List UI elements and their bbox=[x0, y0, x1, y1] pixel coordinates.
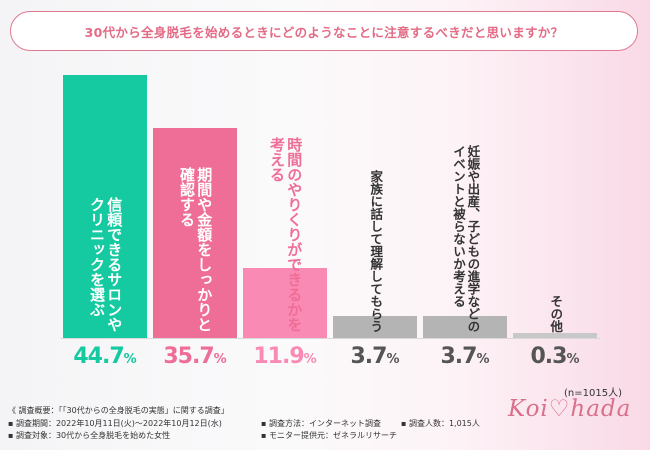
survey-overview: 《 調査概要：「「30代からの全身脱毛の実態」に関する調査」 bbox=[8, 406, 229, 415]
value-unit: % bbox=[386, 352, 400, 367]
chart-title: 30代から全身脱毛を始めるときにどのようなことに注意するべきだと思いますか？ bbox=[10, 11, 638, 51]
survey-count: ▪ 調査人数：1,015人 bbox=[401, 418, 480, 428]
value-number: 3.7 bbox=[350, 344, 387, 369]
value-label-1: 44.7% bbox=[63, 346, 147, 368]
bar-6 bbox=[513, 333, 597, 338]
value-number: 0.3 bbox=[530, 344, 567, 369]
value-unit: % bbox=[213, 352, 227, 367]
survey-method: ▪ 調査方法：インターネット調査 bbox=[261, 418, 381, 428]
survey-target: ▪ 調査対象：30代から全身脱毛を始めた女性 bbox=[8, 431, 171, 440]
koihada-logo: Koi♡hada bbox=[508, 396, 632, 436]
value-number: 44.7 bbox=[73, 344, 124, 369]
chart-baseline bbox=[60, 338, 600, 339]
bar-label-6: その他 bbox=[548, 294, 564, 333]
value-number: 11.9 bbox=[253, 344, 304, 369]
value-label-2: 35.7% bbox=[153, 346, 237, 368]
sample-size-note: (n=1015人) bbox=[564, 388, 622, 399]
bar-label-3: 時間のやりくりができるかを 考える bbox=[268, 137, 304, 332]
bar-label-1: 信頼できるサロンや クリニックを選ぶ bbox=[88, 197, 124, 332]
value-label-3: 11.9% bbox=[243, 346, 327, 368]
bar-5 bbox=[423, 316, 507, 338]
bar-1 bbox=[63, 75, 147, 338]
bar-label-5: 妊娠や出産、子どもの進学などの イベントと被らないか考える bbox=[451, 144, 481, 333]
bar-3 bbox=[243, 268, 327, 338]
survey-footer: 《 調査概要：「「30代からの全身脱毛の実態」に関する調査」 ▪ 調査期間：20… bbox=[8, 405, 480, 443]
bar-label-2: 期間や金額をしっかりと 確認する bbox=[178, 167, 214, 332]
bar-label-4: 家族に話して理解してもらう bbox=[368, 169, 384, 333]
value-label-6: 0.3% bbox=[513, 346, 597, 368]
logo-text: Koi♡hada bbox=[508, 396, 632, 422]
value-unit: % bbox=[303, 352, 317, 367]
survey-period: ▪ 調査期間：2022年10月11日(火)～2022年10月12日(水) bbox=[8, 418, 222, 428]
bar-2 bbox=[153, 128, 237, 338]
survey-provider: ▪ モニター提供元：ゼネラルリサーチ bbox=[261, 431, 397, 440]
value-number: 35.7 bbox=[163, 344, 214, 369]
value-label-4: 3.7% bbox=[333, 346, 417, 368]
value-unit: % bbox=[123, 352, 137, 367]
bar-4 bbox=[333, 316, 417, 338]
value-unit: % bbox=[476, 352, 490, 367]
value-number: 3.7 bbox=[440, 344, 477, 369]
value-label-5: 3.7% bbox=[423, 346, 507, 368]
value-unit: % bbox=[566, 352, 580, 367]
chart-title-text: 30代から全身脱毛を始めるときにどのようなことに注意するべきだと思いますか？ bbox=[84, 24, 564, 40]
